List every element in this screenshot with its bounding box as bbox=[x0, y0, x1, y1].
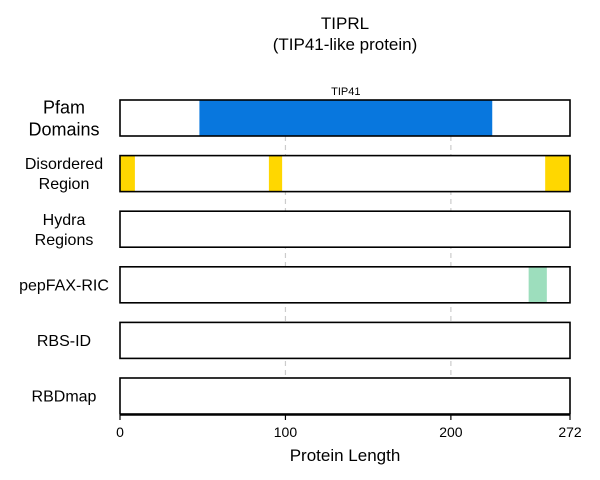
track-border bbox=[119, 321, 571, 360]
track-border bbox=[119, 99, 571, 137]
track-label: Disordered bbox=[25, 156, 103, 173]
x-tick-label: 200 bbox=[439, 424, 463, 440]
track-label: Region bbox=[39, 176, 90, 193]
track: pepFAX-RIC bbox=[19, 265, 571, 304]
feature-segment bbox=[120, 155, 135, 192]
feature-segment bbox=[545, 155, 570, 192]
chart-title: TIPRL bbox=[321, 14, 369, 33]
track-background bbox=[120, 378, 570, 414]
x-tick-label: 0 bbox=[116, 424, 124, 440]
track-label: pepFAX-RIC bbox=[19, 277, 109, 294]
track-label: Domains bbox=[28, 119, 99, 139]
feature-label: TIP41 bbox=[331, 86, 360, 98]
track-border bbox=[119, 377, 571, 415]
track-label: Pfam bbox=[43, 97, 85, 117]
track-border bbox=[119, 265, 571, 304]
track-label: Hydra bbox=[43, 212, 86, 229]
track: RBS-ID bbox=[37, 321, 571, 360]
x-axis: 0 100 200 272 bbox=[116, 414, 582, 440]
track-background bbox=[120, 322, 570, 359]
track-label: Regions bbox=[35, 232, 94, 249]
track-border bbox=[119, 210, 571, 248]
track-background bbox=[120, 266, 570, 303]
track: Disordered Region bbox=[25, 154, 571, 193]
track: RBDmap bbox=[32, 377, 571, 415]
x-tick-label: 100 bbox=[274, 424, 298, 440]
track: Hydra Regions bbox=[35, 210, 571, 249]
x-axis-title: Protein Length bbox=[290, 446, 401, 465]
track-label: RBS-ID bbox=[37, 333, 91, 350]
track-background bbox=[120, 211, 570, 248]
chart-subtitle: (TIP41-like protein) bbox=[273, 35, 418, 54]
x-tick-label: 272 bbox=[558, 424, 582, 440]
track-label: RBDmap bbox=[32, 389, 97, 406]
feature-segment bbox=[268, 155, 283, 192]
feature-segment bbox=[199, 100, 493, 136]
track-border bbox=[119, 154, 571, 193]
track-background bbox=[120, 155, 570, 192]
feature-segment bbox=[528, 266, 547, 303]
grid-lines bbox=[284, 100, 452, 415]
